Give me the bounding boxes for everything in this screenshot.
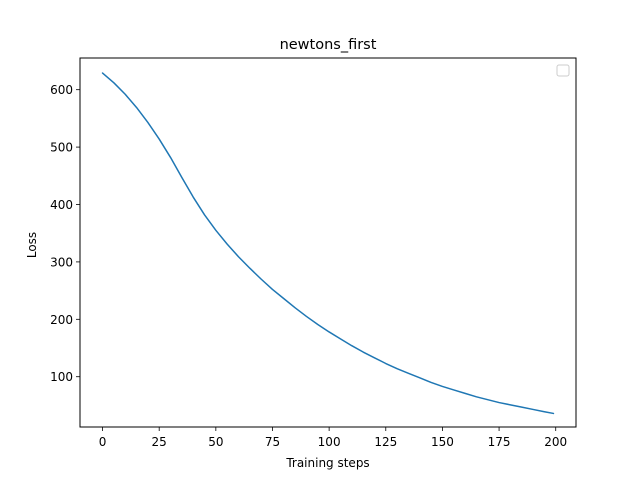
x-tick-label: 125 xyxy=(374,435,397,449)
y-axis-label: Loss xyxy=(25,232,39,258)
y-tick-label: 400 xyxy=(50,198,73,212)
x-axis-ticks: 0 25 50 75 100 125 150 175 200 xyxy=(99,427,567,449)
x-tick-label: 75 xyxy=(265,435,280,449)
x-axis-label: Training steps xyxy=(285,456,369,470)
x-tick-label: 150 xyxy=(431,435,454,449)
plot-area xyxy=(101,72,555,415)
x-tick-label: 25 xyxy=(152,435,167,449)
plot-frame xyxy=(79,57,577,428)
y-tick-label: 500 xyxy=(50,141,73,155)
y-tick-label: 200 xyxy=(50,313,73,327)
x-tick-label: 200 xyxy=(544,435,567,449)
y-tick-label: 100 xyxy=(50,370,73,384)
loss-series-line xyxy=(101,72,555,415)
x-tick-label: 100 xyxy=(318,435,341,449)
y-axis-ticks: 100 200 300 400 500 600 xyxy=(50,83,80,384)
x-tick-label: 175 xyxy=(488,435,511,449)
legend-box xyxy=(556,64,570,77)
y-tick-label: 600 xyxy=(50,83,73,97)
x-tick-label: 50 xyxy=(208,435,223,449)
x-tick-label: 0 xyxy=(99,435,107,449)
chart-title: newtons_first xyxy=(280,37,377,53)
y-tick-label: 300 xyxy=(50,255,73,269)
